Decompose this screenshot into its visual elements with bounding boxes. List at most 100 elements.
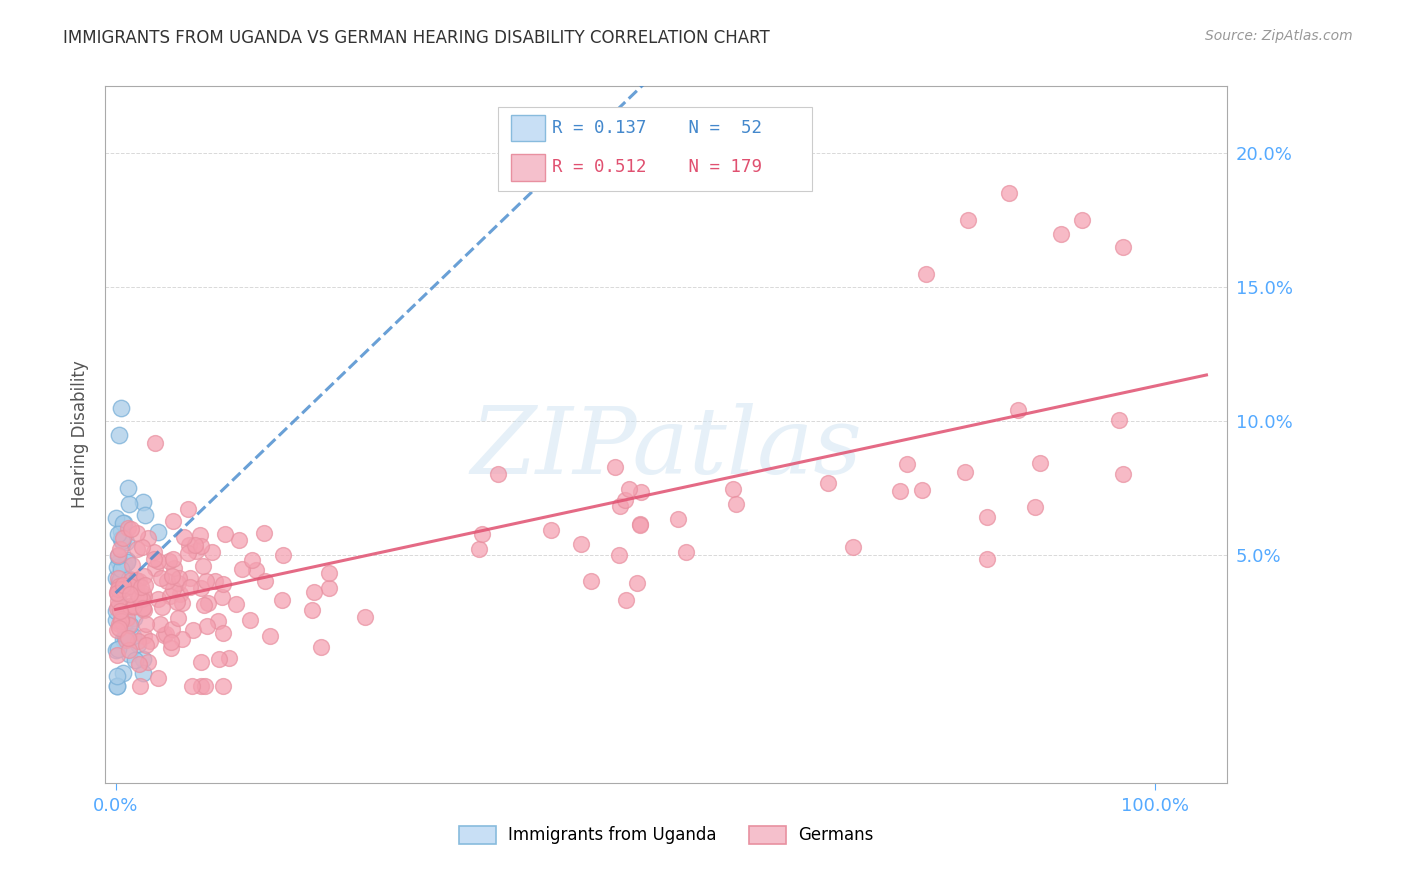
Point [184, 544, 207, 558]
Point [167, 610, 190, 624]
Point [104, 613, 127, 627]
Point [609, 500, 631, 514]
Point [156, 574, 179, 589]
Point [107, 555, 129, 569]
Point [162, 582, 184, 596]
Point [136, 531, 159, 545]
Point [105, 679, 128, 693]
Point [112, 619, 135, 633]
Point [150, 571, 173, 585]
Point [183, 623, 205, 637]
Point [105, 668, 128, 682]
Point [122, 599, 145, 614]
Point [212, 625, 235, 640]
Point [167, 571, 190, 585]
Point [468, 541, 491, 556]
Point [110, 401, 132, 415]
Point [173, 530, 195, 544]
Point [471, 527, 494, 541]
Point [115, 632, 138, 647]
Point [124, 653, 146, 667]
Point [134, 508, 156, 522]
Point [166, 595, 188, 609]
Point [162, 514, 184, 528]
Point [129, 581, 152, 595]
Point [132, 601, 155, 615]
Point [271, 593, 294, 607]
Point [112, 532, 135, 546]
Point [146, 591, 169, 606]
Point [540, 523, 562, 537]
Y-axis label: Hearing Disability: Hearing Disability [72, 360, 89, 508]
Point [190, 539, 212, 553]
Point [301, 603, 323, 617]
Point [110, 582, 132, 596]
Point [118, 647, 141, 661]
Point [132, 666, 155, 681]
Point [107, 586, 129, 600]
Point [201, 545, 224, 559]
Point [976, 552, 998, 566]
Point [143, 561, 166, 575]
Point [911, 483, 934, 497]
Point [112, 558, 135, 572]
Point [208, 652, 231, 666]
Point [177, 502, 200, 516]
Point [115, 574, 138, 588]
Point [617, 483, 640, 497]
Point [204, 574, 226, 588]
Point [108, 575, 131, 590]
Point [956, 213, 979, 227]
Point [214, 526, 236, 541]
Point [124, 611, 146, 625]
Point [160, 569, 183, 583]
Point [118, 618, 141, 632]
Point [139, 633, 162, 648]
Point [162, 561, 184, 575]
Point [118, 587, 141, 601]
Point [134, 578, 156, 592]
Point [110, 612, 132, 626]
Point [1108, 413, 1130, 427]
Point [1007, 402, 1029, 417]
Point [112, 632, 135, 646]
Point [889, 483, 911, 498]
Point [107, 582, 129, 597]
Point [1112, 467, 1135, 481]
Point [998, 186, 1021, 201]
Point [104, 511, 127, 525]
Point [107, 427, 129, 442]
Point [125, 575, 148, 590]
Point [121, 629, 143, 643]
Point [228, 533, 250, 548]
Point [105, 600, 128, 615]
Point [188, 528, 211, 542]
Point [579, 574, 602, 589]
Point [675, 545, 697, 559]
Point [132, 652, 155, 666]
Point [110, 604, 132, 618]
Point [212, 679, 235, 693]
Point [630, 485, 652, 500]
Point [107, 526, 129, 541]
Text: Source: ZipAtlas.com: Source: ZipAtlas.com [1205, 29, 1353, 43]
Point [218, 651, 240, 665]
Point [194, 574, 217, 588]
Point [111, 534, 134, 549]
Point [135, 616, 157, 631]
Point [1070, 213, 1092, 227]
Point [105, 586, 128, 600]
Point [118, 497, 141, 511]
Point [124, 573, 146, 587]
Point [155, 627, 177, 641]
Point [110, 542, 132, 557]
Point [132, 589, 155, 603]
Point [143, 552, 166, 566]
Point [239, 613, 262, 627]
Point [842, 540, 865, 554]
Point [105, 624, 128, 638]
Point [125, 525, 148, 540]
Point [107, 548, 129, 562]
Point [177, 546, 200, 560]
Point [110, 572, 132, 586]
